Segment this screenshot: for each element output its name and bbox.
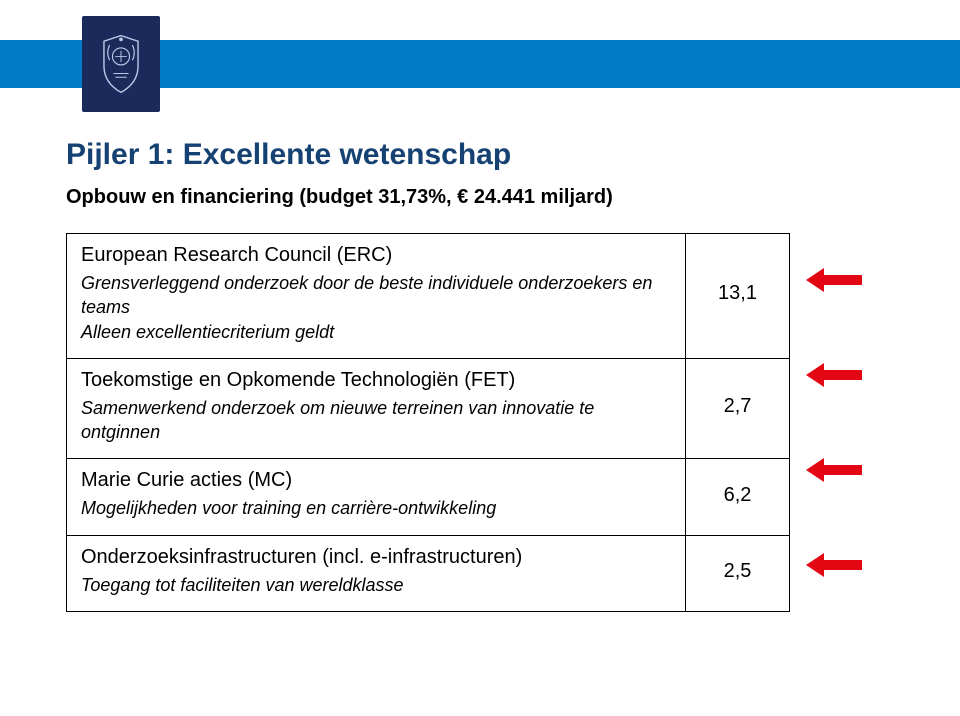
table-row: Toekomstige en Opkomende Technologiën (F… [67, 358, 790, 459]
row-text-cell: Marie Curie acties (MC) Mogelijkheden vo… [67, 459, 686, 535]
table-row: Marie Curie acties (MC) Mogelijkheden vo… [67, 459, 790, 535]
row-text-cell: Toekomstige en Opkomende Technologiën (F… [67, 358, 686, 459]
row-value: 6,2 [686, 459, 790, 535]
arrow-slot [806, 328, 870, 423]
table-row: European Research Council (ERC) Grensver… [67, 234, 790, 359]
funding-table: European Research Council (ERC) Grensver… [66, 233, 790, 612]
arrow-slot [806, 233, 870, 328]
slide-subtitle: Opbouw en financiering (budget 31,73%, €… [66, 186, 894, 209]
row-value: 13,1 [686, 234, 790, 359]
row-text-cell: European Research Council (ERC) Grensver… [67, 234, 686, 359]
row-description: Toegang tot faciliteiten van wereldklass… [81, 573, 671, 597]
header-band [0, 0, 960, 126]
slide-title: Pijler 1: Excellente wetenschap [66, 138, 894, 172]
row-value: 2,7 [686, 358, 790, 459]
row-description: Mogelijkheden voor training en carrière-… [81, 496, 671, 520]
row-heading: Toekomstige en Opkomende Technologiën (F… [81, 369, 671, 392]
slide: Pijler 1: Excellente wetenschap Opbouw e… [0, 0, 960, 716]
table-row: Onderzoeksinfrastructuren (incl. e-infra… [67, 535, 790, 611]
row-heading: Onderzoeksinfrastructuren (incl. e-infra… [81, 546, 671, 569]
arrow-slot [806, 517, 870, 612]
content-area: Pijler 1: Excellente wetenschap Opbouw e… [0, 126, 960, 612]
row-heading: European Research Council (ERC) [81, 244, 671, 267]
row-text-cell: Onderzoeksinfrastructuren (incl. e-infra… [67, 535, 686, 611]
row-description: Samenwerkend onderzoek om nieuwe terrein… [81, 396, 671, 445]
arrow-left-icon [806, 458, 862, 482]
coat-of-arms-icon [92, 28, 150, 100]
row-value: 2,5 [686, 535, 790, 611]
table-and-arrows: European Research Council (ERC) Grensver… [66, 233, 894, 612]
arrow-left-icon [806, 553, 862, 577]
arrow-column [790, 233, 870, 612]
arrow-left-icon [806, 268, 862, 292]
row-description: Grensverleggend onderzoek door de beste … [81, 271, 671, 344]
government-logo [82, 16, 160, 112]
arrow-slot [806, 423, 870, 518]
row-heading: Marie Curie acties (MC) [81, 469, 671, 492]
arrow-left-icon [806, 363, 862, 387]
